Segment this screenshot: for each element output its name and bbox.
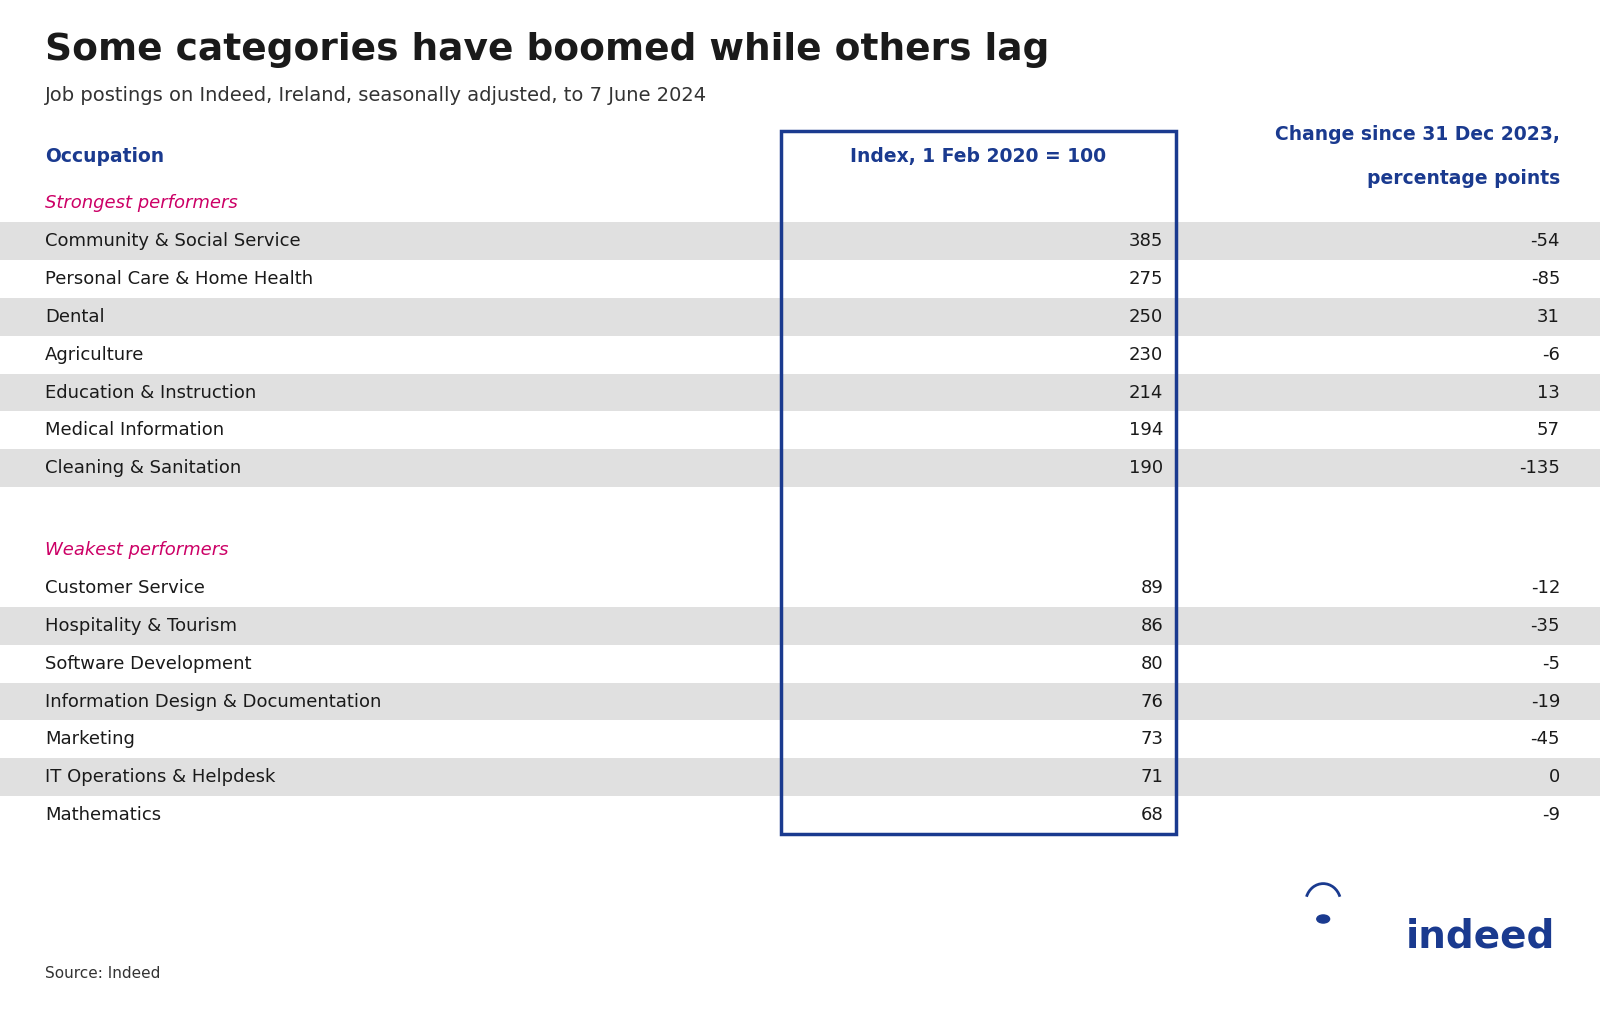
Text: -135: -135 — [1518, 459, 1560, 477]
Text: -85: -85 — [1531, 270, 1560, 288]
Text: -6: -6 — [1542, 346, 1560, 364]
Text: 80: 80 — [1141, 654, 1163, 672]
Text: Change since 31 Dec 2023,: Change since 31 Dec 2023, — [1275, 125, 1560, 144]
Text: 13: 13 — [1538, 383, 1560, 401]
Bar — [0, 336, 1600, 374]
Text: 385: 385 — [1130, 232, 1163, 250]
Text: Education & Instruction: Education & Instruction — [45, 383, 256, 401]
Bar — [0, 411, 1600, 450]
Text: Occupation: Occupation — [45, 148, 163, 166]
Text: 0: 0 — [1549, 768, 1560, 787]
Bar — [0, 222, 1600, 260]
Text: 57: 57 — [1538, 422, 1560, 440]
Text: Information Design & Documentation: Information Design & Documentation — [45, 693, 381, 711]
Text: 31: 31 — [1538, 307, 1560, 326]
Text: Agriculture: Agriculture — [45, 346, 144, 364]
Text: Dental: Dental — [45, 307, 104, 326]
Text: Strongest performers: Strongest performers — [45, 194, 237, 212]
Bar — [0, 682, 1600, 721]
Text: Source: Indeed: Source: Indeed — [45, 966, 160, 981]
Text: -19: -19 — [1531, 693, 1560, 711]
Text: Customer Service: Customer Service — [45, 578, 205, 596]
Text: Job postings on Indeed, Ireland, seasonally adjusted, to 7 June 2024: Job postings on Indeed, Ireland, seasona… — [45, 86, 707, 105]
Text: percentage points: percentage points — [1366, 170, 1560, 188]
Text: Weakest performers: Weakest performers — [45, 541, 229, 559]
Bar — [0, 298, 1600, 336]
Text: Marketing: Marketing — [45, 730, 134, 748]
Bar — [0, 260, 1600, 298]
Text: 71: 71 — [1141, 768, 1163, 787]
Text: -5: -5 — [1542, 654, 1560, 672]
Bar — [0, 758, 1600, 797]
Bar — [0, 531, 1600, 569]
Text: Community & Social Service: Community & Social Service — [45, 232, 301, 250]
Bar — [0, 569, 1600, 607]
Text: -54: -54 — [1531, 232, 1560, 250]
Text: 275: 275 — [1128, 270, 1163, 288]
Text: Software Development: Software Development — [45, 654, 251, 672]
Text: Some categories have boomed while others lag: Some categories have boomed while others… — [45, 32, 1050, 69]
Text: -45: -45 — [1531, 730, 1560, 748]
Text: 89: 89 — [1141, 578, 1163, 596]
Text: Cleaning & Sanitation: Cleaning & Sanitation — [45, 459, 242, 477]
Text: indeed: indeed — [1406, 917, 1555, 955]
Bar — [0, 797, 1600, 834]
Text: Personal Care & Home Health: Personal Care & Home Health — [45, 270, 314, 288]
Bar — [0, 374, 1600, 411]
Bar — [0, 645, 1600, 682]
Text: 190: 190 — [1130, 459, 1163, 477]
Text: Index, 1 Feb 2020 = 100: Index, 1 Feb 2020 = 100 — [850, 148, 1107, 166]
Text: 86: 86 — [1141, 617, 1163, 635]
Text: Mathematics: Mathematics — [45, 806, 162, 824]
Bar — [0, 487, 1600, 531]
Bar — [0, 607, 1600, 645]
Text: 76: 76 — [1141, 693, 1163, 711]
Text: IT Operations & Helpdesk: IT Operations & Helpdesk — [45, 768, 275, 787]
Text: 73: 73 — [1141, 730, 1163, 748]
Text: Medical Information: Medical Information — [45, 422, 224, 440]
Text: 194: 194 — [1130, 422, 1163, 440]
Circle shape — [1317, 915, 1330, 923]
Bar — [0, 450, 1600, 487]
Bar — [0, 184, 1600, 222]
Text: 250: 250 — [1130, 307, 1163, 326]
Bar — [0, 721, 1600, 758]
Text: 68: 68 — [1141, 806, 1163, 824]
Bar — [781, 131, 1176, 834]
Text: Hospitality & Tourism: Hospitality & Tourism — [45, 617, 237, 635]
Text: 230: 230 — [1130, 346, 1163, 364]
Text: 214: 214 — [1130, 383, 1163, 401]
Text: -12: -12 — [1531, 578, 1560, 596]
Text: -9: -9 — [1542, 806, 1560, 824]
Text: -35: -35 — [1531, 617, 1560, 635]
